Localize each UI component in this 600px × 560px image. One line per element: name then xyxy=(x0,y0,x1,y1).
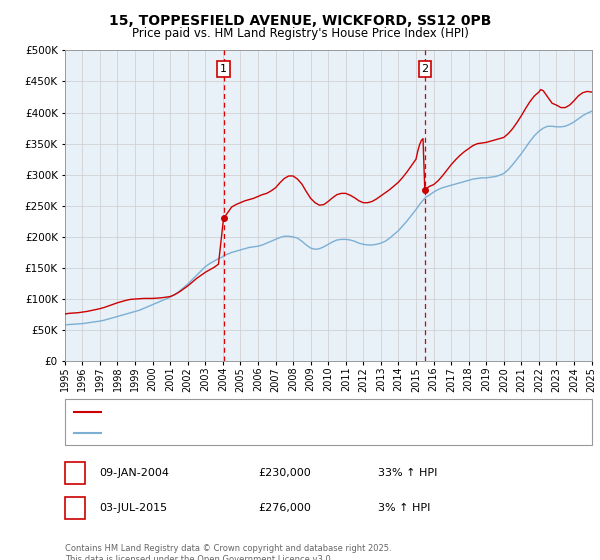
Text: 15, TOPPESFIELD AVENUE, WICKFORD, SS12 0PB (semi-detached house): 15, TOPPESFIELD AVENUE, WICKFORD, SS12 0… xyxy=(106,407,467,417)
Text: 03-JUL-2015: 03-JUL-2015 xyxy=(100,503,168,513)
Text: Contains HM Land Registry data © Crown copyright and database right 2025.
This d: Contains HM Land Registry data © Crown c… xyxy=(65,544,391,560)
Text: 33% ↑ HPI: 33% ↑ HPI xyxy=(378,468,437,478)
Text: 2: 2 xyxy=(422,64,428,74)
Text: HPI: Average price, semi-detached house, Basildon: HPI: Average price, semi-detached house,… xyxy=(106,428,360,438)
Text: 1: 1 xyxy=(71,466,79,480)
Text: 1: 1 xyxy=(220,64,227,74)
Text: £230,000: £230,000 xyxy=(258,468,311,478)
Text: Price paid vs. HM Land Registry's House Price Index (HPI): Price paid vs. HM Land Registry's House … xyxy=(131,27,469,40)
Text: 15, TOPPESFIELD AVENUE, WICKFORD, SS12 0PB: 15, TOPPESFIELD AVENUE, WICKFORD, SS12 0… xyxy=(109,14,491,28)
Text: £276,000: £276,000 xyxy=(258,503,311,513)
Text: 09-JAN-2004: 09-JAN-2004 xyxy=(100,468,170,478)
Text: 3% ↑ HPI: 3% ↑ HPI xyxy=(378,503,430,513)
Text: 2: 2 xyxy=(71,501,79,515)
